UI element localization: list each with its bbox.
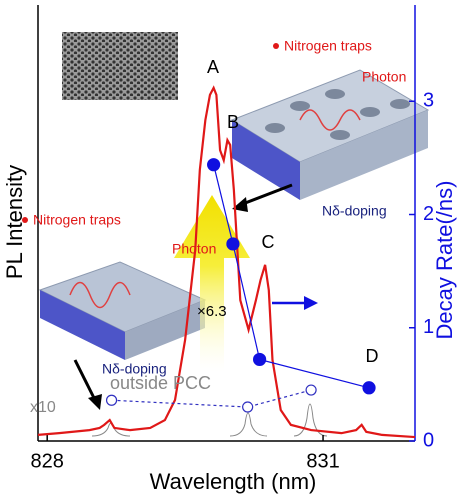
y2-tick-label: 1 [423, 316, 434, 338]
sem-inset [62, 32, 178, 100]
annotation: Photon [172, 241, 216, 257]
annotation: Nitrogen traps [33, 212, 121, 228]
annotation: x10 [30, 399, 56, 416]
chart: Wavelength (nm) PL Intensity Decay Rate(… [0, 0, 460, 497]
annotation: Nδ-doping [322, 203, 387, 219]
annotation: B [227, 112, 239, 132]
annotation: Nitrogen traps [284, 38, 372, 54]
outside-spectra [92, 404, 327, 436]
annotation: ×6.3 [197, 303, 227, 320]
y2-tick-label: 3 [423, 90, 434, 112]
data-point [227, 238, 239, 250]
data-point [254, 353, 266, 365]
x-axis-title: Wavelength (nm) [150, 469, 317, 494]
x-tick-label: 828 [31, 450, 64, 472]
x-tick-label: 831 [306, 450, 339, 472]
y2-tick-label: 0 [423, 429, 434, 451]
y-axis-title: PL Intensity [2, 165, 27, 279]
data-point [243, 402, 253, 412]
annotation: outside PCC [110, 373, 211, 393]
data-point [363, 382, 375, 394]
schematic-right [232, 43, 428, 200]
data-point [208, 159, 220, 171]
annotation: C [262, 232, 275, 252]
annotation: A [207, 57, 219, 77]
series-line [214, 165, 369, 388]
y2-tick-label: 2 [423, 203, 434, 225]
data-point [107, 395, 117, 405]
schematic-left [22, 217, 205, 360]
annotation: Photon [362, 69, 406, 85]
y2-axis-title: Decay Rate(/ns) [432, 181, 457, 340]
annotation: D [366, 346, 379, 366]
data-point [306, 385, 316, 395]
